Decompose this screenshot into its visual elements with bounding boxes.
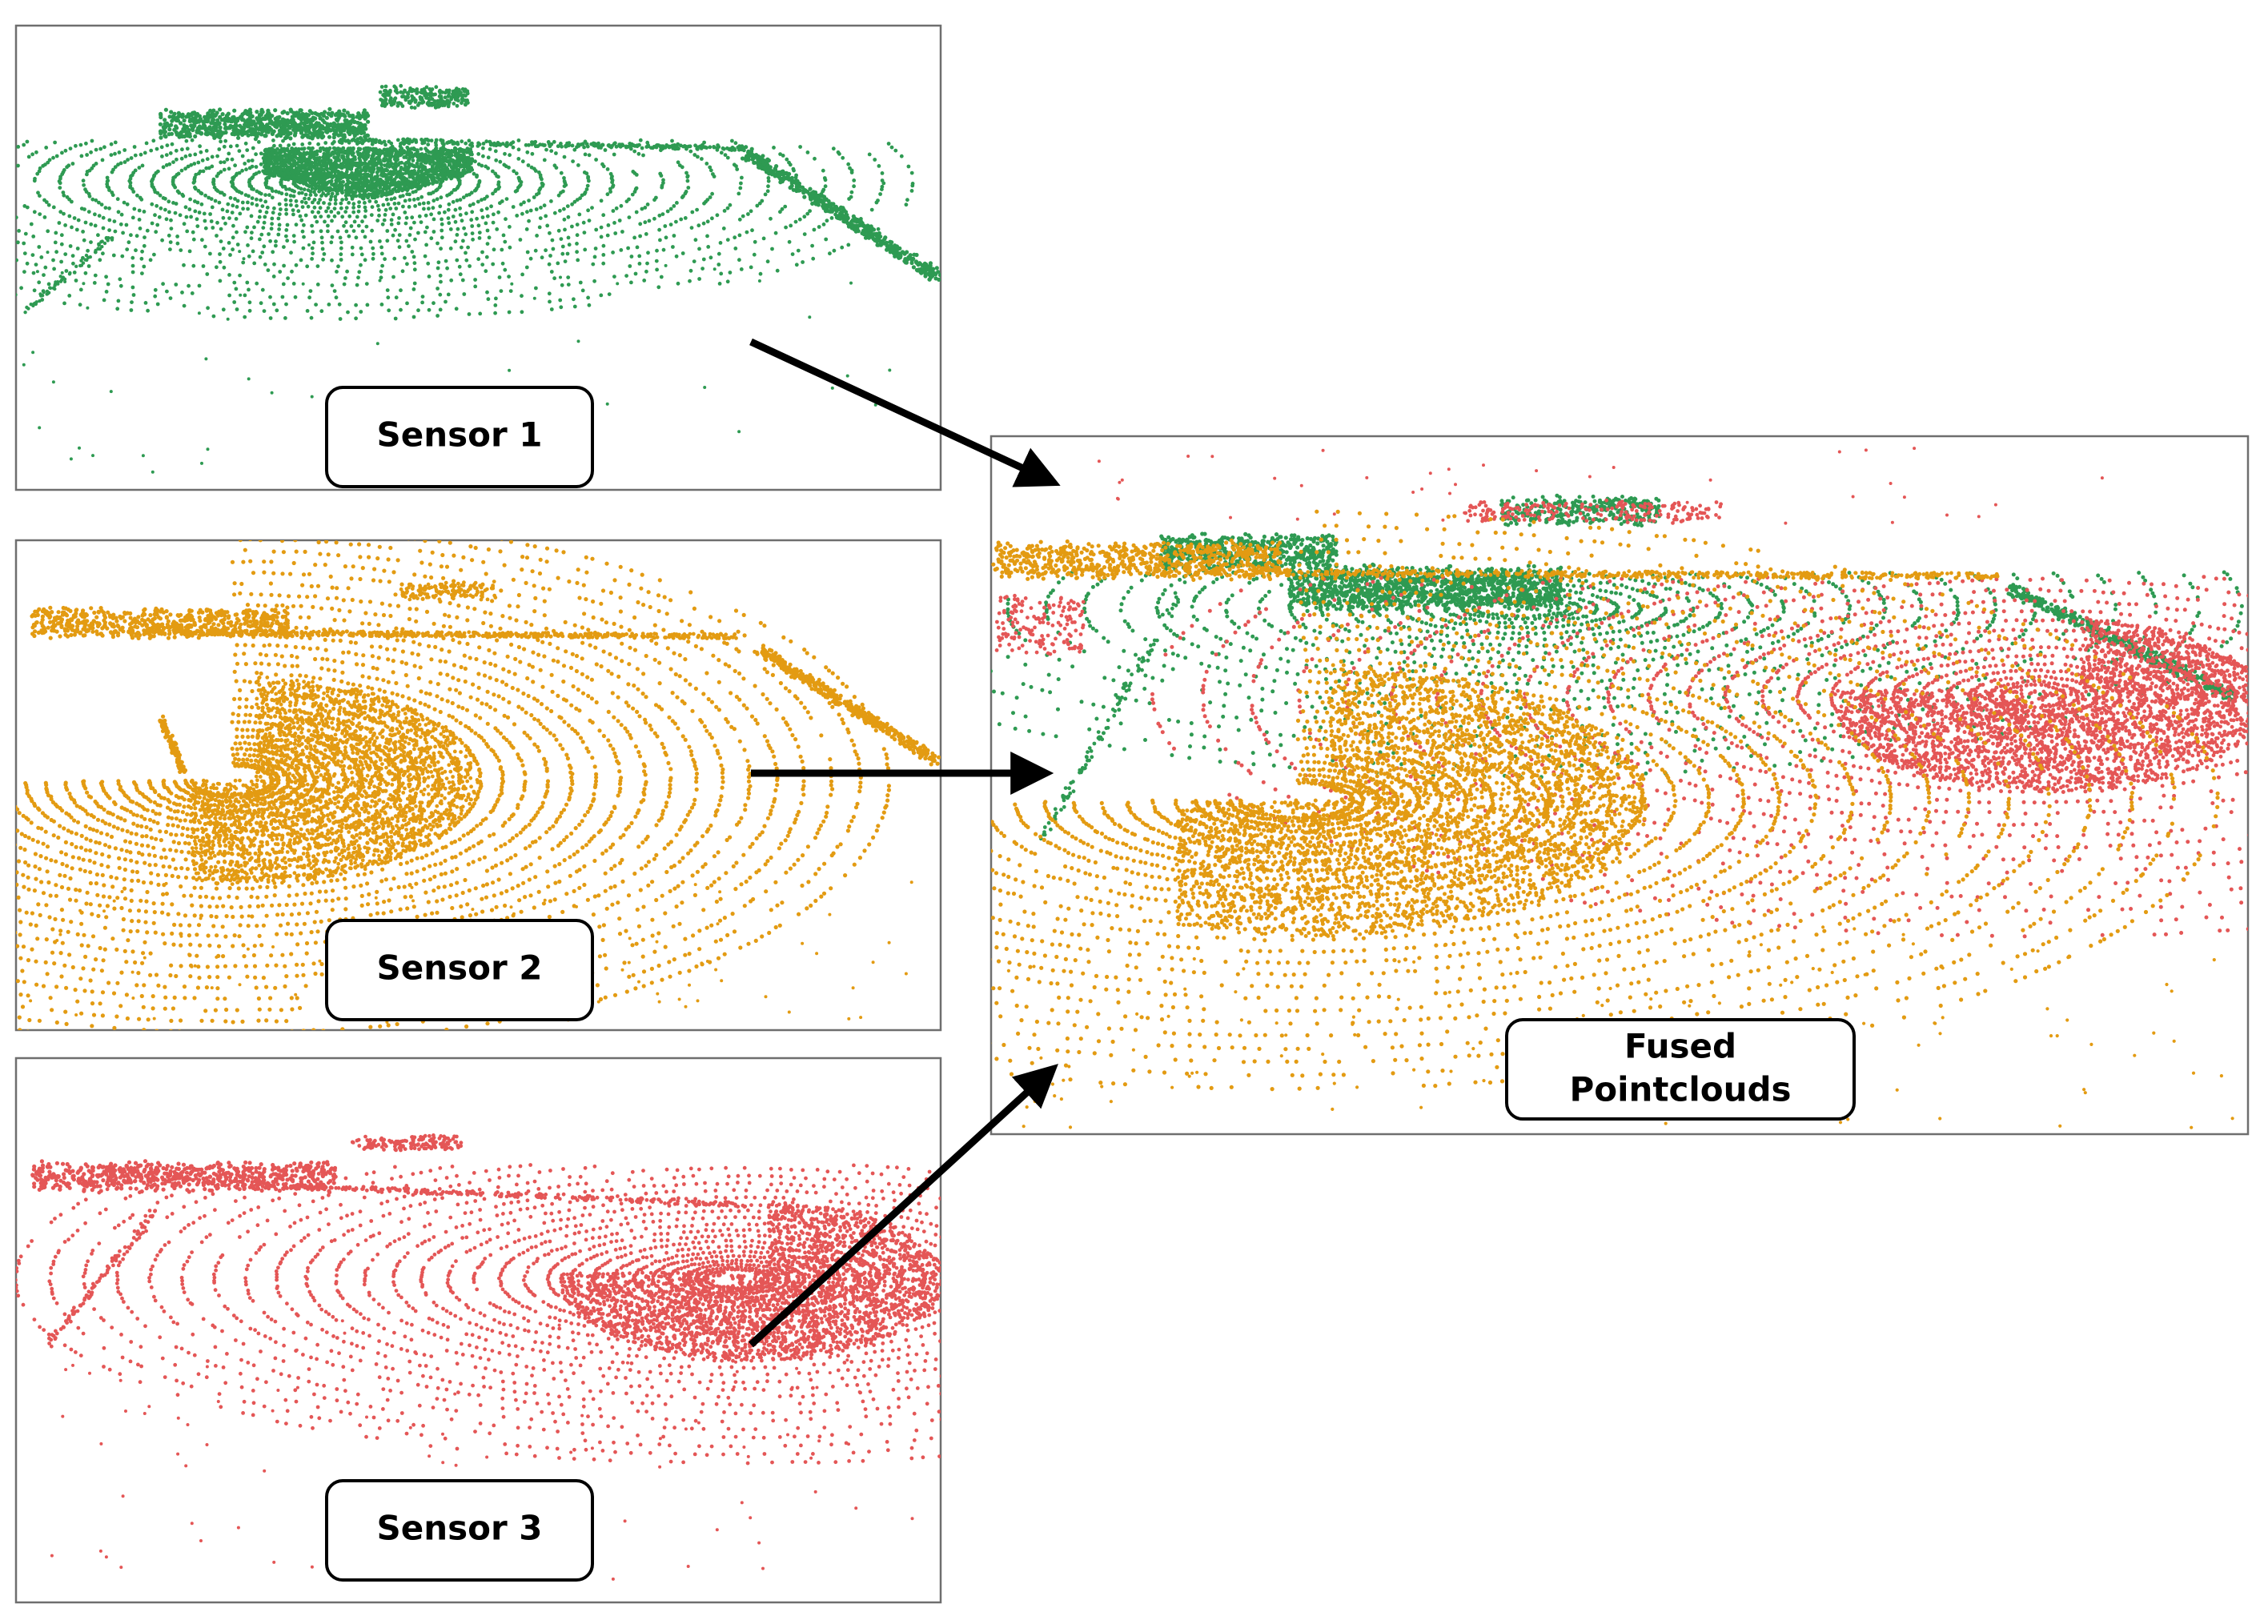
- sensor-3-panel: Sensor 3: [14, 1058, 1459, 1602]
- fused-label-line-1: Fused: [1624, 1027, 1736, 1066]
- sensor-2-label: Sensor 2: [327, 920, 592, 1020]
- sensor-2-label-text: Sensor 2: [376, 948, 542, 988]
- sensor-3-label-text: Sensor 3: [376, 1509, 542, 1548]
- fused-label: Fused Pointclouds: [1507, 1020, 1854, 1119]
- fused-label-line-2: Pointclouds: [1569, 1070, 1791, 1109]
- sensor-1-panel: Sensor 1: [0, 26, 942, 490]
- sensor-1-label: Sensor 1: [327, 387, 592, 487]
- sensor-3-label: Sensor 3: [327, 1481, 592, 1580]
- sensor-2-panel: Sensor 2: [0, 514, 941, 1047]
- sensor-1-label-text: Sensor 1: [376, 415, 542, 455]
